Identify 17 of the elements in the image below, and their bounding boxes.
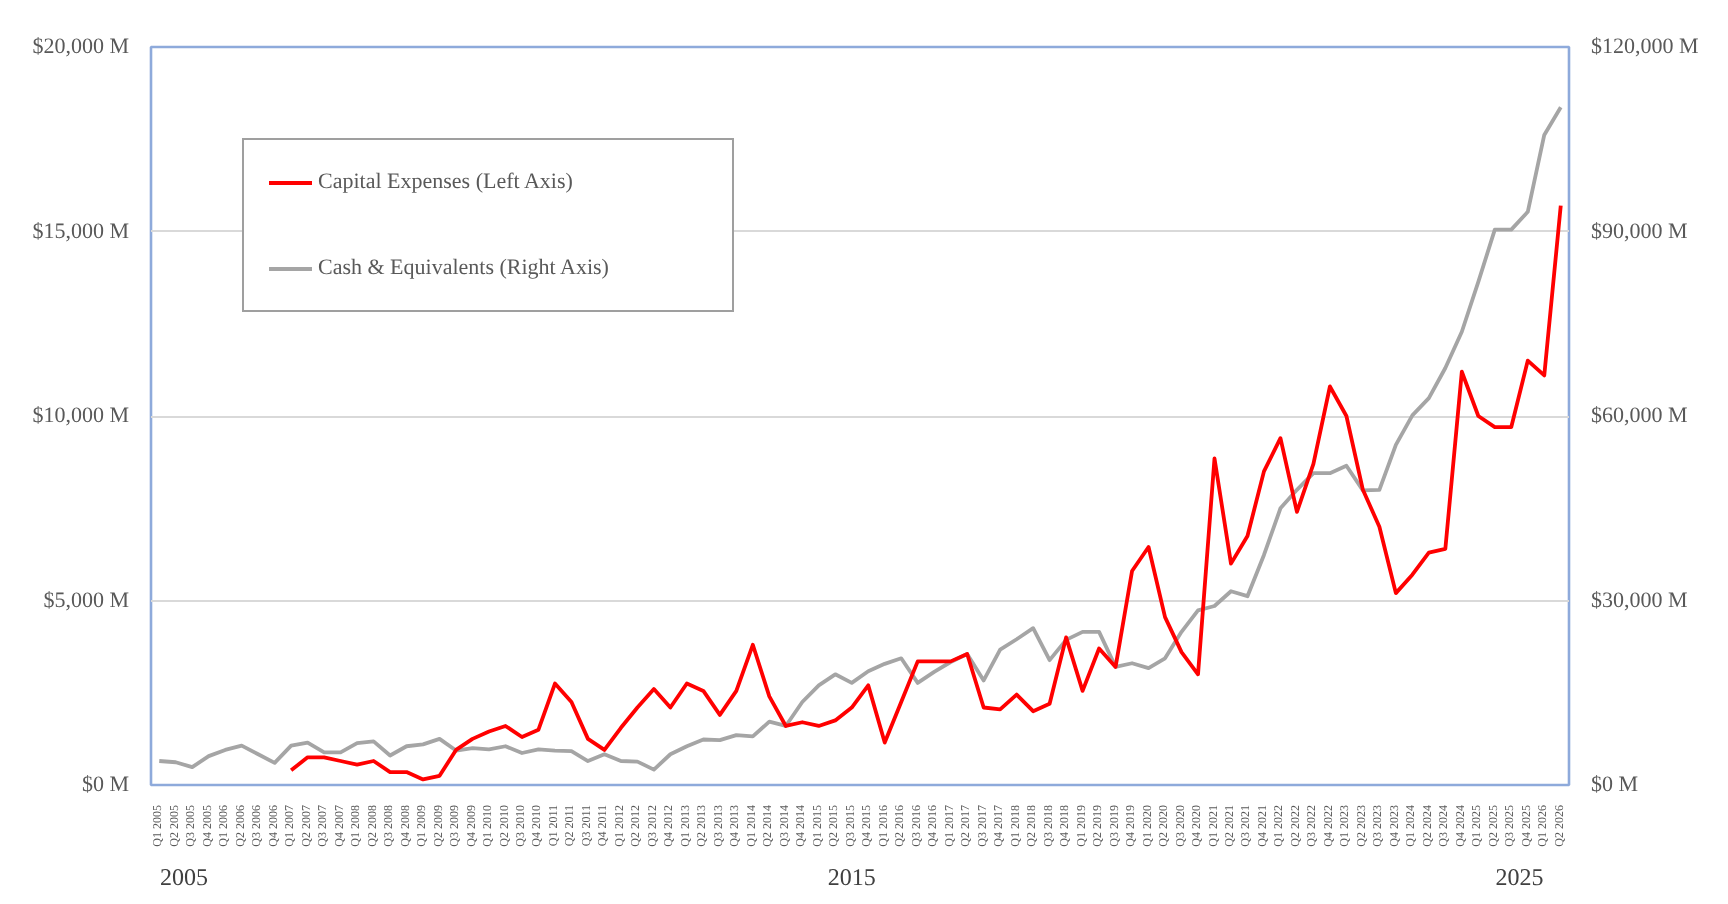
y-tick-label: $5,000 M	[43, 588, 130, 613]
text: 2015	[827, 863, 876, 891]
line-series	[289, 203, 1563, 782]
y-tick-label: $0 M	[81, 773, 130, 797]
text: 2025	[1495, 863, 1544, 891]
legend-label: Cash & Equivalents (Right Axis)	[318, 254, 611, 284]
text: 2005	[159, 863, 208, 891]
y-tick-label: $20,000 M	[32, 35, 130, 59]
y2-tick-label: $0 M	[1591, 773, 1639, 797]
line-series	[157, 105, 1563, 772]
legend-label: Capital Expenses (Left Axis)	[318, 168, 575, 198]
y-tick-label: $15,000 M	[32, 219, 130, 244]
y2-tick-label: $60,000 M	[1591, 404, 1688, 428]
y2-tick-label: $120,000 M	[1591, 35, 1699, 59]
y2-tick-label: $90,000 M	[1591, 219, 1688, 244]
y-tick-label: $10,000 M	[32, 404, 130, 428]
y2-tick-label: $30,000 M	[1591, 588, 1688, 613]
